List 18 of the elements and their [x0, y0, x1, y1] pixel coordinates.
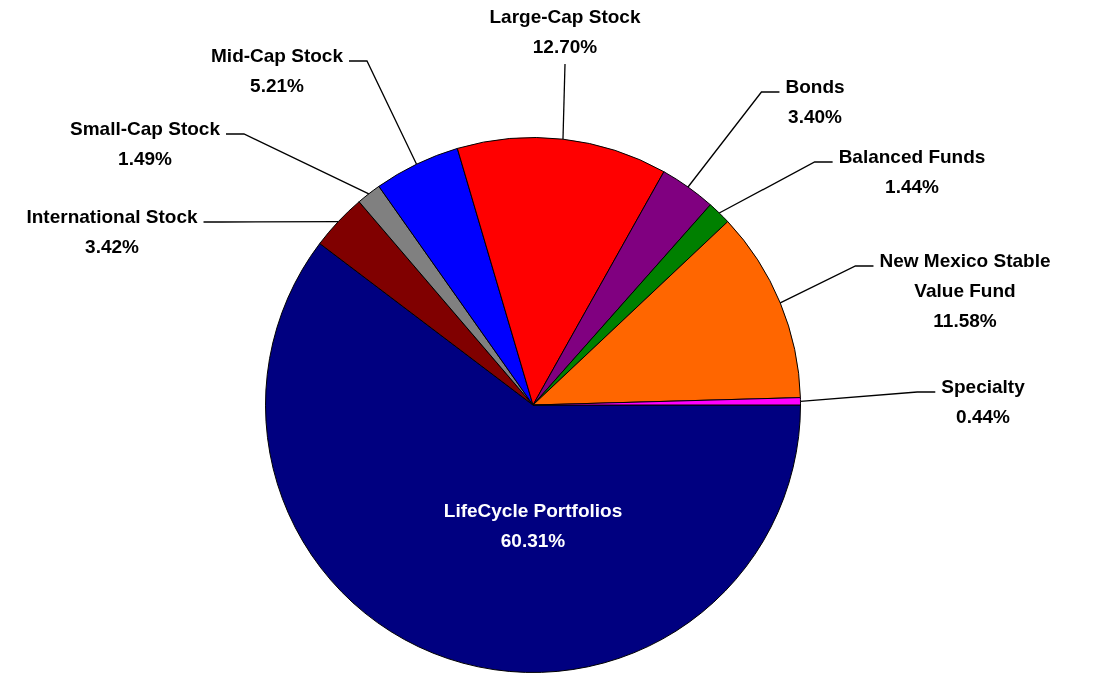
data-label: 1.49%: [118, 148, 173, 170]
slice-label: New Mexico Stable Value Fund: [879, 250, 1051, 302]
data-label: 0.44%: [956, 406, 1011, 428]
data-label: 3.42%: [85, 236, 140, 258]
slice-label: LifeCycle Portfolios: [443, 500, 623, 522]
slice-label: Mid-Cap Stock: [211, 45, 344, 67]
slice-label: International Stock: [26, 206, 198, 228]
slice-label: Bonds: [785, 76, 845, 98]
data-label: 3.40%: [788, 106, 843, 128]
slice-label: Specialty: [941, 376, 1026, 398]
data-label: 12.70%: [532, 36, 598, 58]
slice-label: Balanced Funds: [838, 146, 986, 168]
data-label: 11.58%: [933, 310, 997, 332]
data-label: 1.44%: [885, 176, 940, 198]
slice-label: Small-Cap Stock: [70, 118, 221, 140]
slice-label: Large-Cap Stock: [489, 6, 641, 28]
data-label: 5.21%: [250, 75, 305, 97]
data-label: 60.31%: [500, 530, 566, 552]
